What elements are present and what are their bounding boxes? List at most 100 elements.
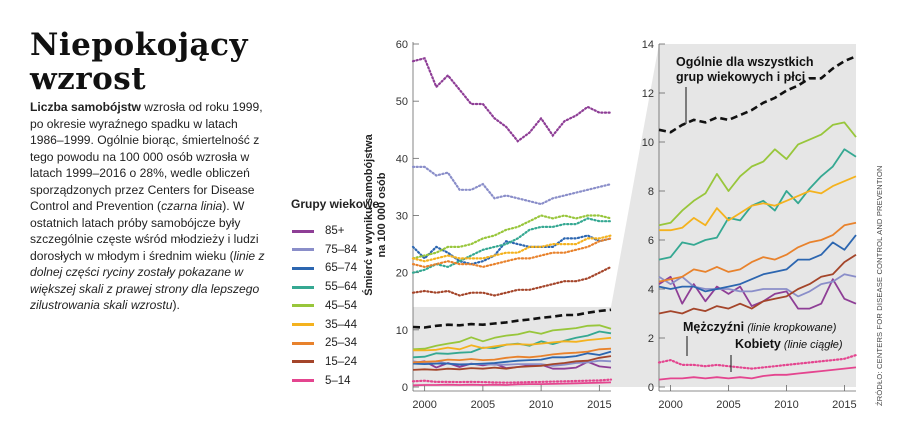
- y-tick-label: 10: [642, 137, 654, 149]
- y-tick-label: 30: [396, 211, 408, 223]
- y-tick-label: 0: [402, 382, 408, 394]
- zoom-series-line-women: [658, 253, 857, 315]
- annotation-men-label: Mężczyźni: [683, 320, 744, 334]
- y-tick-label: 10: [396, 325, 408, 337]
- source-credit: ŹRÓDŁO: CENTERS FOR DISEASE CONTROL AND …: [871, 90, 885, 410]
- x-tick-label: 2005: [716, 399, 740, 411]
- source-text: ŹRÓDŁO: CENTERS FOR DISEASE CONTROL AND …: [875, 165, 884, 406]
- legend-item: 15–24: [292, 354, 357, 370]
- y-tick-label: 8: [648, 186, 654, 198]
- annotation-overall-line2: grup wiekowych i płci: [676, 70, 805, 84]
- legend-label: 75–84: [325, 243, 357, 256]
- series-line-men: [411, 217, 613, 274]
- annotation-women-note: (linie ciągłe): [781, 339, 843, 351]
- legend-item: 5–14: [292, 373, 351, 389]
- x-tick-label: 2000: [412, 399, 436, 411]
- zoom-series-line-women: [658, 234, 857, 293]
- body-text-3: ).: [172, 298, 180, 312]
- zoom-series-line-women: [658, 366, 857, 381]
- zoom-series-line-women: [658, 273, 857, 298]
- zoom-series-line-all: [658, 55, 857, 134]
- legend-item: 55–64: [292, 279, 357, 295]
- series-line-men: [411, 265, 613, 297]
- zoom-series-line-women: [658, 221, 857, 283]
- series-line-men: [411, 165, 613, 206]
- series-line-men: [411, 378, 613, 384]
- legend-label: 5–14: [325, 374, 351, 387]
- legend-swatch: [292, 341, 314, 345]
- x-tick-label: 2005: [471, 399, 495, 411]
- x-tick-label: 2010: [529, 399, 553, 411]
- series-line-men: [411, 234, 613, 263]
- legend-item: 85+: [292, 223, 345, 239]
- body-text-2: ). W ostatnich latach próby samobójcze b…: [30, 199, 259, 263]
- zoom-region: [413, 306, 611, 387]
- legend-item: 35–44: [292, 317, 357, 333]
- y-tick-label: 40: [396, 153, 408, 165]
- y-tick-label: 2: [648, 333, 654, 345]
- legend-swatch: [292, 379, 314, 383]
- y-tick-label: 60: [396, 39, 408, 51]
- legend-label: 45–54: [325, 299, 357, 312]
- legend-label: 25–34: [325, 337, 357, 350]
- legend-item: 45–54: [292, 298, 357, 314]
- legend-item: 75–84: [292, 242, 357, 258]
- series-line-women: [413, 336, 612, 352]
- legend-swatch: [292, 229, 314, 233]
- series-line-men: [411, 214, 613, 260]
- legend-swatch: [292, 285, 314, 289]
- x-tick-label: 2010: [774, 399, 798, 411]
- legend-swatch: [292, 304, 314, 308]
- zoom-series-line-women: [658, 148, 857, 261]
- annotation-men: Mężczyźni (linie kropkowane): [683, 320, 837, 334]
- legend-label: 55–64: [325, 281, 357, 294]
- y-tick-label: 20: [396, 268, 408, 280]
- zoom-series-line-women: [659, 175, 857, 232]
- legend-label: 85+: [325, 225, 345, 237]
- y-tick-label: 14: [642, 39, 654, 51]
- y-tick-label: 4: [648, 284, 654, 296]
- legend-item: 65–74: [292, 260, 357, 276]
- x-tick-label: 2000: [658, 399, 682, 411]
- legend-swatch: [292, 323, 314, 326]
- y-tick-label: 6: [648, 235, 654, 247]
- x-tick-label: 2015: [832, 399, 856, 411]
- annotation-women: Kobiety (linie ciągłe): [735, 337, 843, 351]
- legend-swatch: [292, 266, 314, 270]
- annotation-women-label: Kobiety: [735, 337, 781, 351]
- legend-swatch: [292, 248, 314, 252]
- body-italic-note: linie z dolnej części ryciny zostały pok…: [30, 248, 265, 313]
- legend-item: 25–34: [292, 335, 357, 351]
- body-lead: Liczba samobójstw: [30, 100, 141, 114]
- y-tick-label: 50: [396, 96, 408, 108]
- y-axis-title-line2: na 100 000 osób: [376, 172, 388, 257]
- legend-label: 35–44: [325, 318, 357, 331]
- headline: Niepokojący wzrost: [30, 27, 249, 97]
- legend-label: 65–74: [325, 262, 357, 275]
- y-axis-title: Śmierć w wyniku samobójstwana 100 000 os…: [362, 133, 388, 295]
- series-line-men: [411, 234, 613, 266]
- x-tick-label: 2015: [587, 399, 611, 411]
- body-text-1: wzrosła od roku 1999, po okresie wyraźne…: [30, 100, 263, 213]
- legend-swatch: [292, 360, 314, 364]
- body-text: Liczba samobójstw wzrosła od roku 1999, …: [30, 99, 273, 314]
- series-line-women: [412, 324, 612, 351]
- zoom-series-line-women: [658, 121, 857, 227]
- y-axis-title-line1: Śmierć w wyniku samobójstwa: [362, 133, 375, 295]
- annotation-men-note: (linie kropkowane): [744, 322, 837, 334]
- series-line-men: [411, 57, 613, 143]
- series-line-men: [411, 237, 613, 269]
- legend-label: 15–24: [325, 355, 357, 368]
- series-line-all: [412, 308, 612, 329]
- series-line-women: [412, 381, 612, 387]
- y-tick-label: 0: [648, 382, 654, 394]
- legend-title: Grupy wiekowe: [291, 197, 380, 211]
- y-tick-label: 12: [642, 88, 654, 100]
- body-black-line-note: czarna linia: [161, 199, 223, 213]
- annotation-overall-line1: Ogólnie dla wszystkich: [676, 55, 814, 69]
- series-line-women: [412, 350, 612, 366]
- series-line-women: [412, 355, 612, 371]
- zoom-series-line-men: [657, 354, 858, 370]
- series-line-women: [412, 347, 612, 364]
